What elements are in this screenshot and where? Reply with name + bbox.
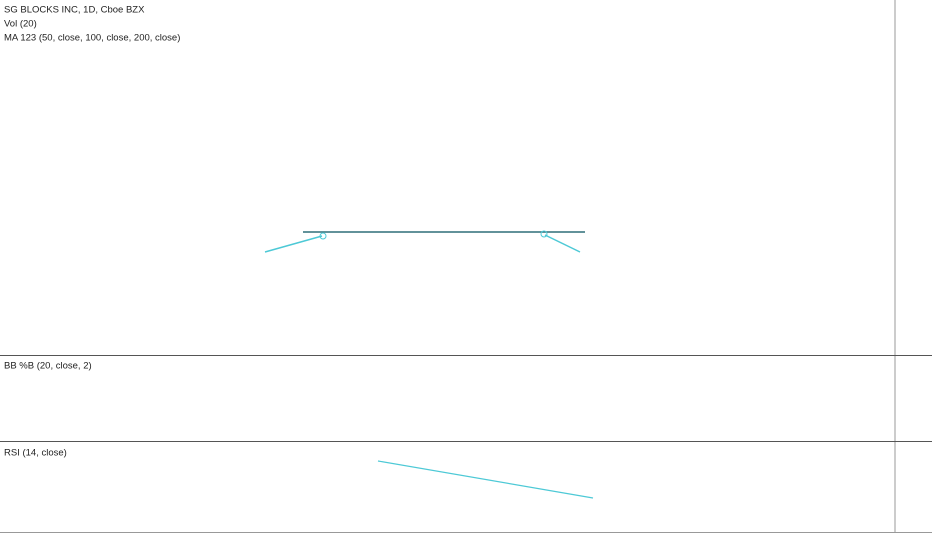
- arrow: [264, 235, 323, 253]
- arrow-head: [540, 230, 548, 238]
- legend-title: SG BLOCKS INC, 1D, Cboe BZX: [4, 5, 145, 16]
- legend-ma: MA 123 (50, close, 100, close, 200, clos…: [4, 33, 180, 44]
- rsi-trendline: [377, 460, 594, 499]
- arrow: [544, 234, 581, 253]
- arrow-head: [319, 232, 327, 240]
- legend-rsi: RSI (14, close): [4, 448, 67, 459]
- legend-bb: BB %B (20, close, 2): [4, 361, 92, 372]
- legend-volume: Vol (20): [4, 19, 37, 30]
